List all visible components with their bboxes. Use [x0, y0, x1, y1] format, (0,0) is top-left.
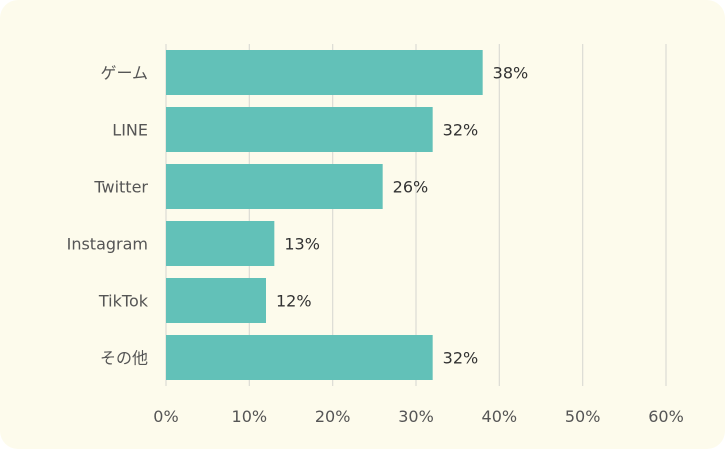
- category-label: TikTok: [98, 292, 149, 311]
- gridlines: [165, 44, 667, 386]
- data-label: 12%: [276, 292, 312, 311]
- data-label: 13%: [284, 235, 320, 254]
- x-tick-label: 40%: [482, 407, 518, 426]
- x-tick-label: 30%: [398, 407, 434, 426]
- category-label: その他: [100, 349, 148, 368]
- bar: [166, 164, 383, 209]
- bars: [166, 50, 483, 380]
- category-label: LINE: [112, 121, 148, 140]
- x-tick-label: 10%: [232, 407, 268, 426]
- category-label: Twitter: [93, 178, 148, 197]
- x-tick-label: 60%: [648, 407, 684, 426]
- data-label: 26%: [393, 178, 429, 197]
- data-label: 38%: [493, 64, 529, 83]
- category-label: Instagram: [67, 235, 148, 254]
- data-label: 32%: [443, 121, 479, 140]
- data-label: 32%: [443, 349, 479, 368]
- x-tick-label: 50%: [565, 407, 601, 426]
- bar: [166, 278, 266, 323]
- x-axis-tick-labels: 0% 10% 20% 30% 40% 50% 60%: [153, 407, 683, 426]
- category-label: ゲーム: [100, 64, 148, 83]
- bar: [166, 335, 433, 380]
- data-labels: 38% 32% 26% 13% 12% 32%: [276, 64, 528, 368]
- bar: [166, 50, 483, 95]
- bar: [166, 107, 433, 152]
- x-tick-label: 20%: [315, 407, 351, 426]
- bar: [166, 221, 275, 266]
- category-labels: ゲーム LINE Twitter Instagram TikTok その他: [67, 64, 149, 368]
- x-tick-label: 0%: [153, 407, 178, 426]
